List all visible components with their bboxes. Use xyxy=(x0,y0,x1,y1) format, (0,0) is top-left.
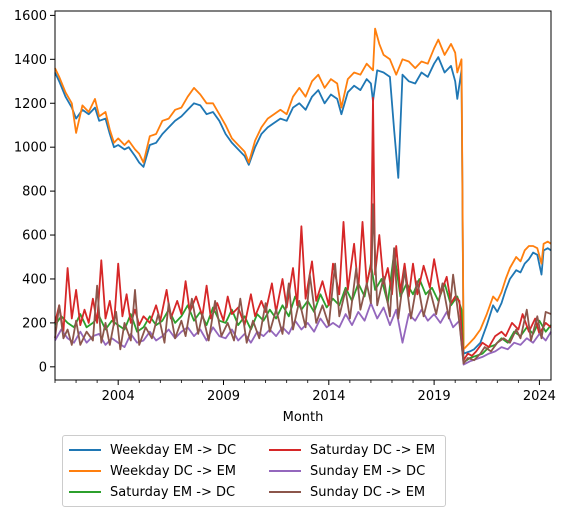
y-tick-label: 600 xyxy=(22,229,47,244)
y-tick-label: 1600 xyxy=(14,9,47,24)
legend-item: Saturday EM -> DC xyxy=(69,483,269,501)
y-axis: 0 200 400 600 800 1000 1200 1400 1600 xyxy=(14,9,55,375)
y-tick-label: 1400 xyxy=(14,53,47,68)
y-tick-label: 0 xyxy=(39,360,47,375)
legend-label: Weekday DC -> EM xyxy=(110,463,237,479)
legend-label: Saturday DC -> EM xyxy=(310,442,436,458)
legend-swatch xyxy=(269,470,301,472)
legend-swatch xyxy=(69,491,101,493)
x-tick-label: 2009 xyxy=(207,389,240,404)
legend-item: Weekday EM -> DC xyxy=(69,441,269,459)
x-tick-label: 2024 xyxy=(523,389,556,404)
x-axis: 2004 2009 2014 2019 2024 xyxy=(54,380,556,404)
y-tick-label: 400 xyxy=(22,272,47,287)
x-tick-label: 2014 xyxy=(312,389,345,404)
legend-label: Sunday EM -> DC xyxy=(310,463,426,479)
legend: Weekday EM -> DC Saturday DC -> EM Weekday… xyxy=(62,435,446,507)
legend-label: Weekday EM -> DC xyxy=(110,442,237,458)
x-axis-title: Month xyxy=(283,410,324,425)
series-line-1 xyxy=(54,27,552,351)
plot-frame xyxy=(54,10,552,381)
series-lines xyxy=(54,27,552,366)
legend-swatch xyxy=(69,449,101,451)
y-tick-label: 1000 xyxy=(14,141,47,156)
legend-swatch xyxy=(269,491,301,493)
y-tick-label: 1200 xyxy=(14,97,47,112)
series-line-3 xyxy=(54,96,552,362)
legend-label: Saturday EM -> DC xyxy=(110,484,236,500)
legend-item: Sunday DC -> EM xyxy=(269,483,439,501)
legend-label: Sunday DC -> EM xyxy=(310,484,426,500)
series-line-0 xyxy=(54,56,552,355)
y-tick-label: 200 xyxy=(22,316,47,331)
legend-item: Sunday EM -> DC xyxy=(269,462,439,480)
line-chart: 2004 2009 2014 2019 2024 0 200 400 600 800 1000 12… xyxy=(14,9,556,425)
legend-swatch xyxy=(269,449,301,451)
x-tick-label: 2019 xyxy=(418,389,451,404)
legend-item: Saturday DC -> EM xyxy=(269,441,439,459)
x-tick-label: 2004 xyxy=(102,389,135,404)
y-tick-label: 800 xyxy=(22,185,47,200)
legend-swatch xyxy=(69,470,101,472)
plot-area: 2004 2009 2014 2019 2024 0 200 400 600 800 1000 12… xyxy=(14,9,556,404)
legend-item: Weekday DC -> EM xyxy=(69,462,269,480)
series-line-5 xyxy=(54,203,552,365)
